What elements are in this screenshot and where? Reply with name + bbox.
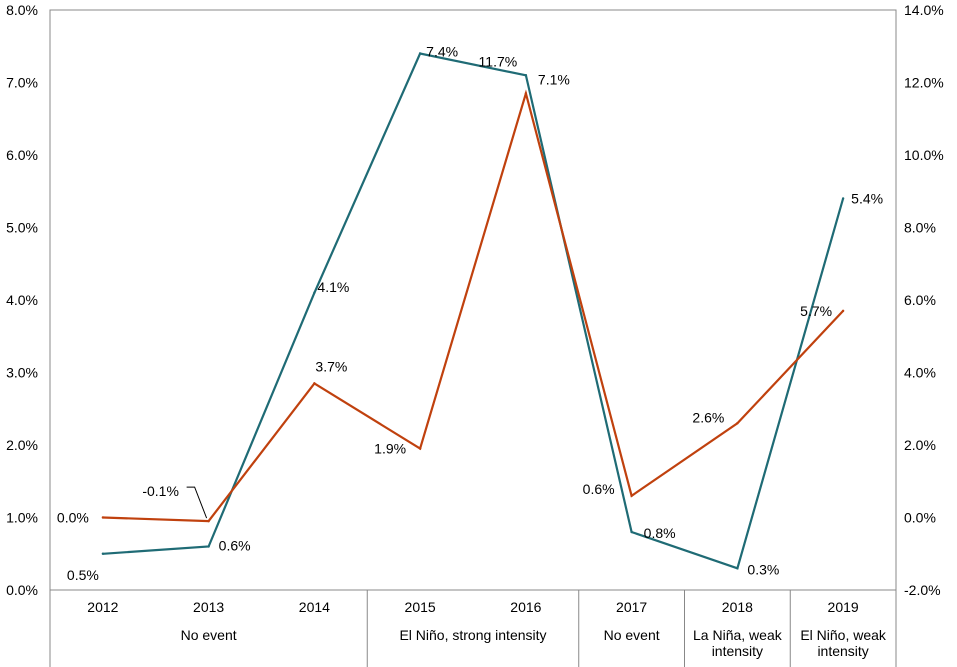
data-label-left: 7.1% (538, 71, 570, 87)
left-axis-tick-label: 3.0% (6, 365, 38, 381)
data-point-right (841, 309, 845, 313)
data-point-left (418, 52, 422, 55)
series-line-left (102, 52, 845, 570)
data-label-right: 5.7% (800, 303, 832, 319)
category-group-label: No event (604, 627, 660, 643)
data-label-left: 5.4% (851, 191, 883, 207)
data-label-right: 3.7% (315, 358, 347, 374)
category-group-label: No event (181, 627, 237, 643)
data-point-right (313, 382, 316, 385)
data-point-right (418, 447, 422, 450)
right-axis-tick-label: 6.0% (904, 292, 936, 308)
left-axis-tick-label: 5.0% (6, 220, 38, 236)
category-group-label: El Niño, weak (800, 627, 887, 643)
left-axis-tick-label: 1.0% (6, 510, 38, 526)
category-tick-label: 2019 (828, 599, 859, 615)
data-label-right: 1.9% (374, 441, 406, 457)
data-label-right: 0.6% (583, 481, 615, 497)
data-point-left (736, 567, 739, 570)
left-axis-tick-label: 6.0% (6, 147, 38, 163)
data-label-left: 4.1% (317, 279, 349, 295)
data-label-left: 0.5% (67, 567, 99, 583)
category-group-label: La Niña, weak (693, 627, 783, 643)
data-point-right (101, 516, 105, 519)
data-point-left (207, 545, 210, 548)
data-point-right (736, 422, 739, 425)
plot-area (49, 9, 897, 591)
data-label-right: 0.0% (57, 510, 89, 526)
left-axis-tick-label: 7.0% (6, 75, 38, 91)
category-tick-label: 2016 (510, 599, 541, 615)
right-axis-tick-label: 14.0% (904, 2, 944, 18)
category-group-label: El Niño, strong intensity (399, 627, 546, 643)
category-group-label: intensity (712, 643, 763, 659)
data-point-left (524, 74, 528, 77)
data-point-right (524, 92, 528, 95)
data-point-left (313, 291, 316, 294)
data-point-left (101, 552, 105, 555)
category-tick-label: 2018 (722, 599, 753, 615)
category-tick-label: 2014 (299, 599, 330, 615)
data-label-leader-line (186, 486, 208, 519)
data-point-left (841, 197, 845, 200)
data-point-right (630, 494, 633, 497)
category-tick-label: 2015 (405, 599, 436, 615)
data-label-right: 11.7% (479, 53, 518, 69)
left-axis-tick-label: 8.0% (6, 2, 38, 18)
data-label-right: 2.6% (692, 409, 724, 425)
category-tick-label: 2012 (87, 599, 118, 615)
right-axis-tick-label: 12.0% (904, 75, 944, 91)
right-axis-tick-label: 8.0% (904, 220, 936, 236)
series-line-right (102, 89, 844, 523)
right-axis-tick-label: 0.0% (904, 510, 936, 526)
left-axis-tick-label: 0.0% (6, 582, 38, 598)
right-axis-tick-label: 4.0% (904, 365, 936, 381)
left-axis-tick-label: 4.0% (6, 292, 38, 308)
category-tick-label: 2013 (193, 599, 224, 615)
data-label-left: 7.4% (426, 44, 458, 60)
category-tick-label: 2017 (616, 599, 647, 615)
category-group-label: intensity (817, 643, 868, 659)
data-point-left (630, 530, 633, 534)
right-axis-tick-label: 2.0% (904, 437, 936, 453)
left-axis-tick-label: 2.0% (6, 437, 38, 453)
data-label-left: 0.8% (644, 525, 676, 541)
data-label-left: 0.3% (747, 561, 779, 577)
data-label-left: 0.6% (219, 538, 251, 554)
data-label-right: -0.1% (142, 483, 179, 499)
right-axis-tick-label: -2.0% (904, 582, 941, 598)
data-point-right (207, 519, 210, 523)
right-axis-tick-label: 10.0% (904, 147, 944, 163)
